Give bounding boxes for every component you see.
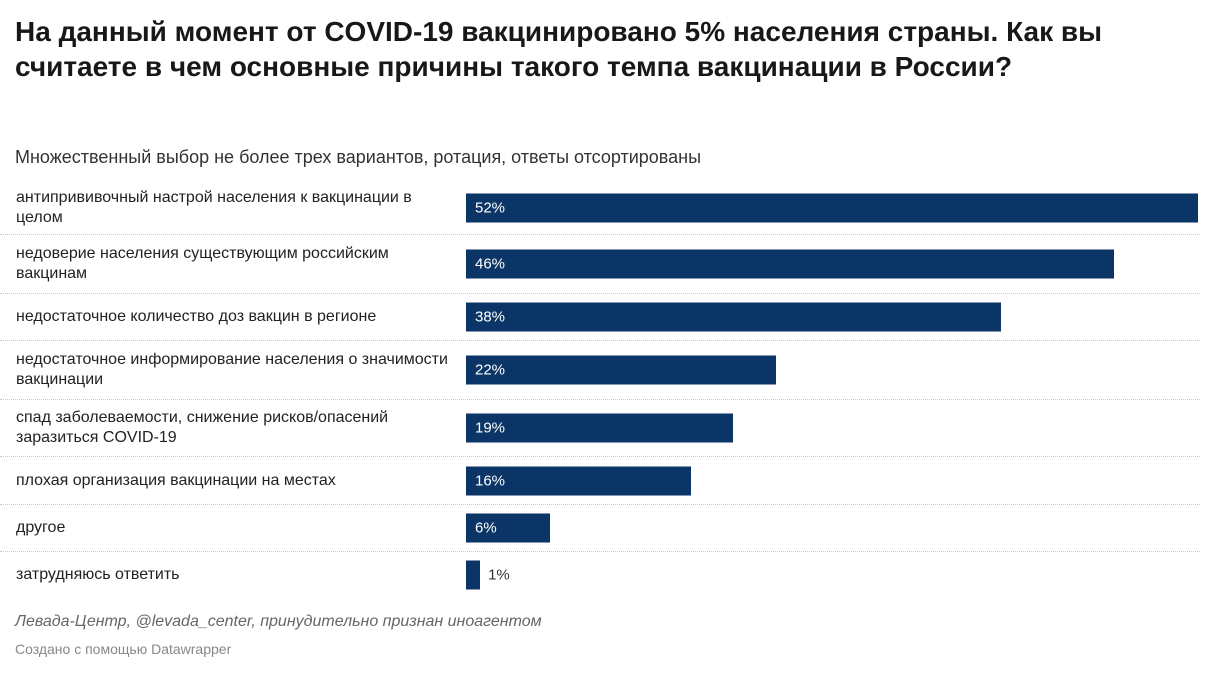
value-label: 1% — [488, 566, 510, 583]
credit-link[interactable]: Создано с помощью Datawrapper — [15, 641, 232, 657]
bar — [466, 249, 1114, 279]
bar-rows: антипрививочный настрой населения к вакц… — [0, 182, 1200, 597]
category-label: недостаточное информирование населения о… — [16, 351, 448, 388]
category-label: другое — [16, 519, 66, 536]
chart-title: На данный момент от COVID-19 вакцинирова… — [15, 16, 1103, 82]
bar — [466, 193, 1198, 223]
bar-row: спад заболеваемости, снижение рисков/опа… — [0, 400, 1200, 457]
bar — [466, 413, 734, 443]
category-label: плохая организация вакцинации на местах — [16, 471, 336, 489]
bar-row: антипрививочный настрой населения к вакц… — [0, 182, 1200, 235]
bar — [466, 355, 776, 385]
category-label: антипрививочный настрой населения к вакц… — [16, 189, 412, 226]
bar — [466, 302, 1001, 332]
bar-row: недостаточное информирование населения о… — [0, 341, 1200, 400]
value-label: 38% — [475, 308, 506, 326]
category-label: затрудняюсь ответить — [16, 565, 180, 583]
category-label: спад заболеваемости, снижение рисков/опа… — [16, 409, 389, 446]
bar — [466, 466, 692, 495]
value-label: 16% — [475, 472, 506, 489]
source: Левада-Центр, @levada_center, принудител… — [15, 613, 542, 630]
chart-subtitle: Множественный выбор не более трех вариан… — [15, 147, 702, 167]
category-label: недостаточное количество доз вакцин в ре… — [16, 308, 377, 325]
bar-row: плохая организация вакцинации на местах 1… — [0, 457, 1200, 505]
bar — [466, 513, 551, 543]
value-label: 52% — [475, 199, 506, 217]
bar — [466, 560, 481, 589]
value-label: 22% — [475, 361, 506, 379]
bar-row: другое 6% — [0, 505, 1200, 552]
value-label: 19% — [475, 419, 506, 437]
bar-row: затрудняюсь ответить 1% — [0, 552, 1200, 597]
bar-row: недоверие населения существующим российс… — [0, 235, 1200, 294]
category-label: недоверие населения существующим российс… — [16, 245, 389, 282]
value-label: 6% — [475, 519, 497, 537]
bar-row: недостаточное количество доз вакцин в ре… — [0, 294, 1200, 341]
value-label: 46% — [475, 255, 506, 273]
